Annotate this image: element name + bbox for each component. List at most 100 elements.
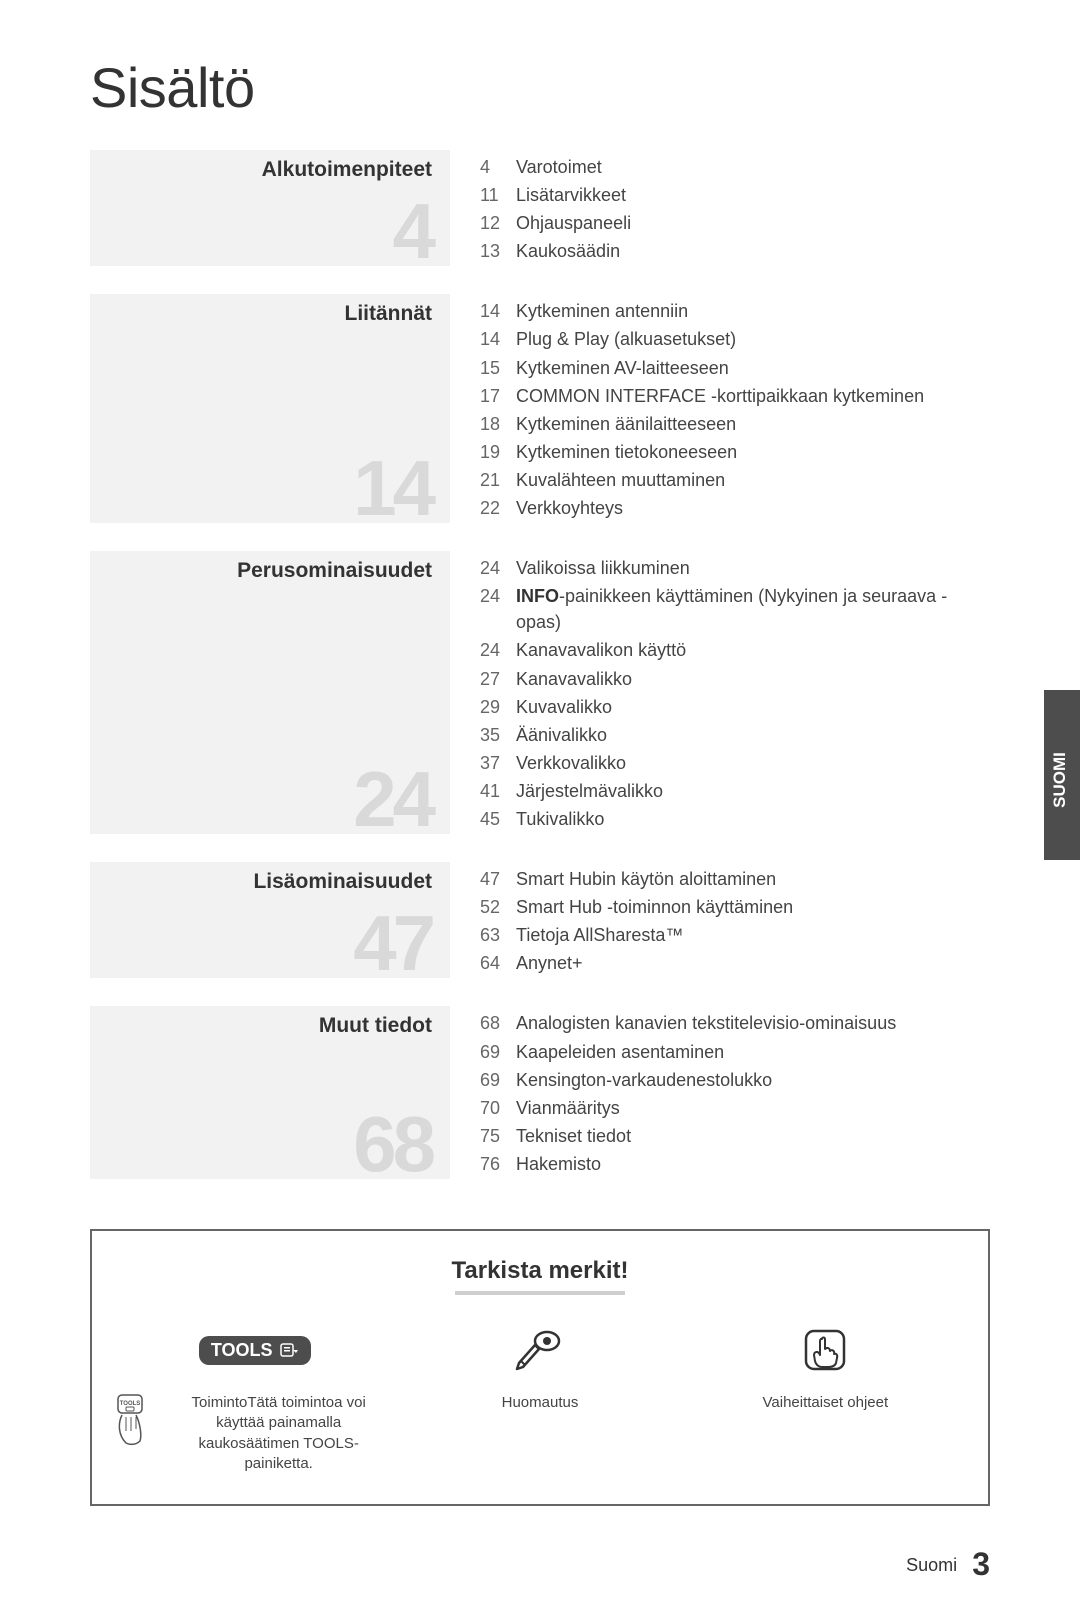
section-heading: Liitännät [100,300,432,326]
section-left-panel: Muut tiedot 68 [90,1006,450,1179]
toc-page-number: 63 [480,922,516,948]
toc-item-label: Äänivalikko [516,722,990,748]
toc-item-label: Tukivalikko [516,806,990,832]
toc-page-number: 11 [480,182,516,208]
toc-item-label: Smart Hub -toiminnon käyttäminen [516,894,990,920]
toc-page-number: 45 [480,806,516,832]
toc-row: 22Verkkoyhteys [480,495,990,521]
toc-item-label: Vianmääritys [516,1095,990,1121]
toc-item-label: Varotoimet [516,154,990,180]
footer-language: Suomi [906,1555,957,1575]
toc-row: 37Verkkovalikko [480,750,990,776]
toc-row: 75Tekniset tiedot [480,1123,990,1149]
page-title: Sisältö [90,55,990,120]
toc-row: 68Analogisten kanavien tekstitelevisio-o… [480,1010,990,1036]
toc-item-label: Kytkeminen tietokoneeseen [516,439,990,465]
toc-item-label: Kytkeminen AV-laitteeseen [516,355,990,381]
toc-page-number: 24 [480,637,516,663]
hand-press-icon [800,1325,850,1375]
toc-item-label: Verkkoyhteys [516,495,990,521]
toc-row: 17COMMON INTERFACE -korttipaikkaan kytke… [480,383,990,409]
toc-row: 21Kuvalähteen muuttaminen [480,467,990,493]
toc-row: 45Tukivalikko [480,806,990,832]
toc-row: 27Kanavavalikko [480,666,990,692]
toc-item-label: COMMON INTERFACE -korttipaikkaan kytkemi… [516,383,990,409]
toc-item-label: Kensington-varkaudenestolukko [516,1067,990,1093]
section-start-page: 4 [393,200,432,262]
toc-row: 29Kuvavalikko [480,694,990,720]
toc-row: 24Kanavavalikon käyttö [480,637,990,663]
toc-section: Alkutoimenpiteet 4 4Varotoimet11Lisätarvik… [90,150,990,266]
toc-page-number: 76 [480,1151,516,1177]
check-title-underline [455,1291,625,1295]
toc-page-number: 52 [480,894,516,920]
section-heading: Alkutoimenpiteet [100,156,432,182]
section-left-panel: Alkutoimenpiteet 4 [90,150,450,266]
section-items: 68Analogisten kanavien tekstitelevisio-o… [480,1006,990,1179]
toc-row: 69Kensington-varkaudenestolukko [480,1067,990,1093]
toc-row: 69Kaapeleiden asentaminen [480,1039,990,1065]
toc-page-number: 68 [480,1010,516,1036]
section-items: 14Kytkeminen antenniin14Plug & Play (alk… [480,294,990,523]
toc-page-number: 69 [480,1039,516,1065]
toc-page-number: 69 [480,1067,516,1093]
toc-page-number: 29 [480,694,516,720]
toc-item-label: Anynet+ [516,950,990,976]
check-title: Tarkista merkit! [112,1257,968,1285]
section-heading: Muut tiedot [100,1012,432,1038]
toc-item-label: Kuvalähteen muuttaminen [516,467,990,493]
toc-page-number: 18 [480,411,516,437]
toc-item-label: Hakemisto [516,1151,990,1177]
toc-page-number: 17 [480,383,516,409]
toc-page-number: 24 [480,583,516,635]
section-start-page: 14 [353,457,432,519]
toc-row: 15Kytkeminen AV-laitteeseen [480,355,990,381]
toc-item-label: Kanavavalikon käyttö [516,637,990,663]
toc-row: 52Smart Hub -toiminnon käyttäminen [480,894,990,920]
toc-item-label: Valikoissa liikkuminen [516,555,990,581]
toc-row: 4Varotoimet [480,154,990,180]
tools-pill-icon [279,1341,299,1359]
tools-pill-label: TOOLS [211,1340,273,1361]
section-items: 4Varotoimet11Lisätarvikkeet12Ohjauspanee… [480,150,990,266]
toc-row: 11Lisätarvikkeet [480,182,990,208]
toc-item-label: Verkkovalikko [516,750,990,776]
toc-section: Perusominaisuudet2424Valikoissa liikkumi… [90,551,990,834]
section-heading: Perusominaisuudet [100,557,432,583]
toc-section: Liitännät1414Kytkeminen antenniin14Plug … [90,294,990,523]
toc-item-label: Analogisten kanavien tekstitelevisio-omi… [516,1010,990,1036]
toc-row: 24Valikoissa liikkuminen [480,555,990,581]
section-items: 47Smart Hubin käytön aloittaminen52Smart… [480,862,990,978]
toc-row: 19Kytkeminen tietokoneeseen [480,439,990,465]
remote-tools-label: TOOLS [120,1401,141,1407]
toc-row: 63Tietoja AllSharesta™ [480,922,990,948]
pencil-icon [513,1327,567,1373]
section-start-page: 47 [353,912,432,974]
toc-item-label: INFO-painikkeen käyttäminen (Nykyinen ja… [516,583,990,635]
toc-row: 14Kytkeminen antenniin [480,298,990,324]
page-footer: Suomi 3 [90,1546,990,1583]
section-left-panel: Liitännät 14 [90,294,450,523]
toc-page-number: 14 [480,298,516,324]
toc-item-label: Plug & Play (alkuasetukset) [516,326,990,352]
toc-item-label: Kuvavalikko [516,694,990,720]
section-start-page: 68 [353,1113,432,1175]
toc-row: 13Kaukosäädin [480,238,990,264]
check-col1-caption: ToimintoTätä toimintoa voi käyttää paina… [160,1393,397,1474]
section-left-panel: Lisäominaisuudet 47 [90,862,450,978]
toc-item-label: Lisätarvikkeet [516,182,990,208]
toc-item-label: Kytkeminen antenniin [516,298,990,324]
toc-page-number: 41 [480,778,516,804]
toc-section: Lisäominaisuudet 47 47Smart Hubin käytön a… [90,862,990,978]
toc-item-label: Smart Hubin käytön aloittaminen [516,866,990,892]
toc-row: 70Vianmääritys [480,1095,990,1121]
toc-item-label: Kaapeleiden asentaminen [516,1039,990,1065]
toc-item-label: Järjestelmävalikko [516,778,990,804]
toc-page-number: 37 [480,750,516,776]
toc-section: Muut tiedot6868Analogisten kanavien teks… [90,1006,990,1179]
section-heading: Lisäominaisuudet [100,868,432,894]
language-side-tab: SUOMI [1044,690,1080,860]
footer-page-number: 3 [972,1546,990,1582]
toc-row: 18Kytkeminen äänilaitteeseen [480,411,990,437]
check-col3-caption: Vaiheittaiset ohjeet [683,1393,968,1413]
